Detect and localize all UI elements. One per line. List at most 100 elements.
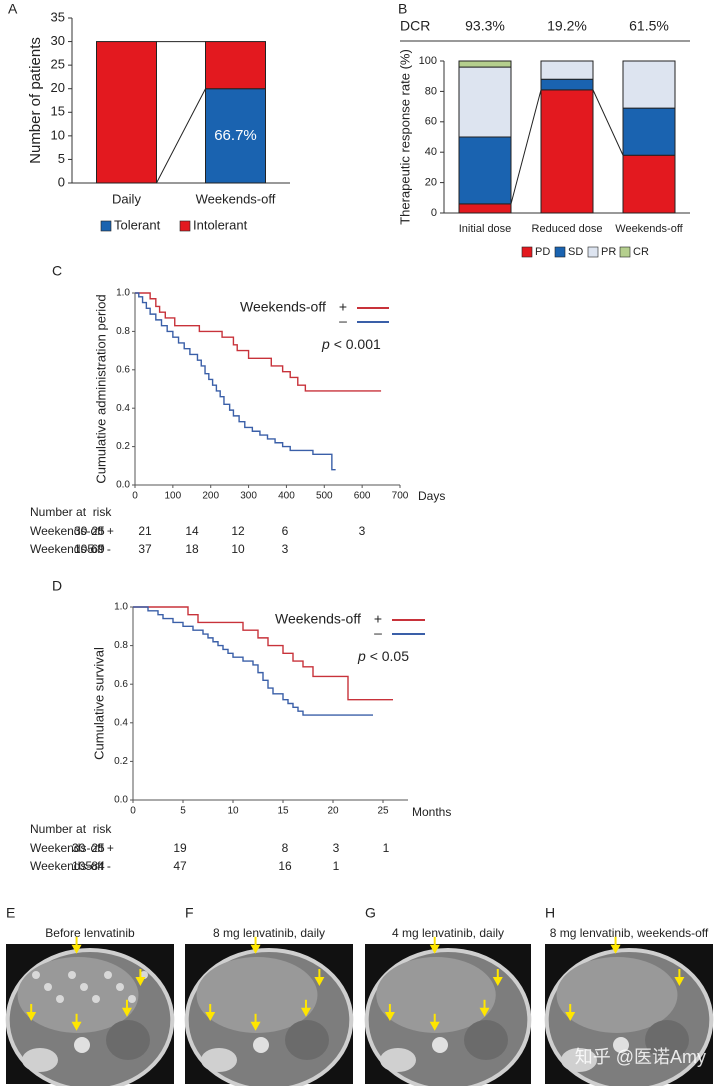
ct-stomach — [106, 1020, 150, 1060]
bar-segment — [622, 60, 676, 109]
ct-stomach — [285, 1020, 329, 1060]
risk-value: 1 — [333, 859, 340, 873]
ct-lesion — [92, 995, 100, 1003]
risk-value: 18 — [185, 542, 199, 556]
arrow — [384, 1012, 395, 1021]
panel-letter: E — [6, 905, 15, 921]
bar-segment — [458, 136, 512, 205]
risk-title: Number at risk — [30, 505, 112, 519]
y-tick-label: 1.0 — [116, 288, 130, 299]
ct-liver — [556, 957, 678, 1033]
x-tick-label: 300 — [240, 491, 257, 502]
y-tick-label: 0.0 — [116, 480, 130, 491]
risk-value: 69 — [91, 542, 105, 556]
x-axis-label: Days — [418, 489, 445, 503]
arrow — [674, 977, 685, 986]
x-tick-label: 400 — [278, 491, 295, 502]
y-tick-label: 0.6 — [116, 364, 130, 375]
x-tick-label: Weekends-off — [196, 191, 276, 206]
x-axis-label: Months — [412, 805, 451, 819]
dcr-value: 93.3% — [465, 18, 505, 34]
legend-swatch — [554, 246, 566, 258]
p-value: p < 0.001 — [321, 336, 381, 352]
arrow — [250, 944, 261, 954]
panel-letter: G — [365, 905, 376, 921]
p-text: < 0.05 — [370, 648, 410, 664]
panel-letter: A — [8, 1, 18, 17]
image-caption: 8 mg lenvatinib, daily — [213, 926, 325, 940]
arrow — [205, 1012, 216, 1021]
y-tick-label: 0.2 — [114, 756, 128, 767]
y-tick-label: 5 — [58, 151, 65, 166]
risk-value: 30 — [74, 524, 88, 538]
arrow — [429, 944, 440, 954]
risk-value: 105 — [72, 859, 92, 873]
risk-row-label: Weekends-off + — [30, 524, 114, 538]
connector — [592, 89, 624, 156]
y-tick-label: 100 — [419, 55, 437, 67]
bar-segment — [205, 41, 266, 90]
survival-curve — [133, 606, 393, 701]
connector — [510, 89, 542, 205]
x-tick-label: 0 — [132, 491, 138, 502]
risk-value: 3 — [333, 841, 340, 855]
ct-lesion — [104, 971, 112, 979]
annotation: 66.7% — [214, 127, 257, 144]
y-tick-label: 20 — [51, 80, 65, 95]
connector — [156, 88, 206, 184]
y-tick-label: 20 — [425, 177, 437, 189]
watermark: 知乎 @医诺Amy — [575, 1047, 706, 1067]
survival-curve — [133, 606, 373, 716]
bar-segment — [458, 60, 512, 68]
panel-letter: B — [398, 1, 407, 17]
y-tick-label: 40 — [425, 146, 437, 158]
risk-value: 8 — [282, 841, 289, 855]
y-tick-label: 0.2 — [116, 441, 130, 452]
risk-value: 47 — [173, 859, 187, 873]
x-tick-label: 100 — [165, 491, 182, 502]
y-axis-label: Number of patients — [27, 37, 44, 164]
ct-kidney — [380, 1048, 416, 1072]
arrow — [492, 977, 503, 986]
risk-value: 14 — [185, 524, 199, 538]
legend-label: PD — [535, 246, 550, 258]
risk-value: 25 — [91, 524, 105, 538]
arrow — [565, 1012, 576, 1021]
legend-swatch — [587, 246, 599, 258]
risk-value: 16 — [278, 859, 292, 873]
risk-row-label: Weekends-off - — [30, 859, 111, 873]
bar-segment — [540, 78, 594, 91]
risk-value: 105 — [74, 542, 94, 556]
x-tick-label: Weekends-off — [615, 223, 683, 235]
arrow — [610, 944, 621, 954]
image-caption: 8 mg lenvatinib, weekends-off — [550, 926, 709, 940]
risk-value: 37 — [138, 542, 152, 556]
legend-label: Intolerant — [193, 217, 248, 232]
ct-lesion — [68, 971, 76, 979]
y-tick-label: 10 — [51, 127, 65, 142]
bar-segment — [458, 66, 512, 138]
x-tick-label: 600 — [354, 491, 371, 502]
ct-lesion — [116, 983, 124, 991]
dcr-value: 19.2% — [547, 18, 587, 34]
ct-lesion — [56, 995, 64, 1003]
legend-label: PR — [601, 246, 616, 258]
y-tick-label: 0 — [58, 174, 65, 189]
dcr-value: 61.5% — [629, 18, 669, 34]
p-symbol: p — [357, 648, 366, 664]
ct-liver — [376, 957, 496, 1033]
arrow — [479, 1007, 490, 1017]
ct-kidney — [22, 1048, 58, 1072]
risk-value: 84 — [91, 859, 105, 873]
legend-label: + — [374, 611, 382, 627]
ct-aorta — [253, 1037, 269, 1053]
y-tick-label: 30 — [51, 33, 65, 48]
ct-kidney — [561, 1048, 597, 1072]
y-tick-label: 0 — [431, 207, 437, 219]
arrow — [429, 1021, 440, 1031]
survival-curve — [135, 292, 336, 471]
bar-segment — [458, 203, 512, 214]
dcr-label: DCR — [400, 18, 430, 34]
legend-label: SD — [568, 246, 583, 258]
risk-row-label: Weekends-off - — [30, 542, 111, 556]
